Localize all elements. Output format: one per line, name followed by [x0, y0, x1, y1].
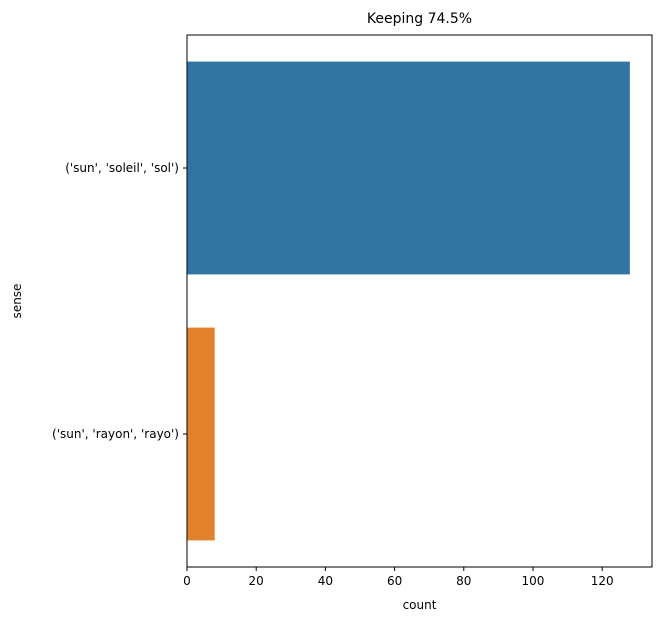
x-axis-label: count [403, 598, 437, 612]
x-tick-label: 20 [249, 574, 264, 588]
x-tick-label: 100 [522, 574, 545, 588]
axes-frame [186, 34, 653, 568]
y-axis-ticks: ('sun', 'soleil', 'sol') ('sun', 'rayon',… [52, 161, 187, 441]
x-tick-label: 40 [318, 574, 333, 588]
bar-0 [187, 61, 630, 275]
x-tick-label: 120 [591, 574, 614, 588]
y-axis-label: sense [10, 284, 24, 319]
chart-title: Keeping 74.5% [367, 11, 472, 27]
x-tick-label: 80 [456, 574, 471, 588]
bars-layer [187, 61, 630, 541]
y-tick-label: ('sun', 'soleil', 'sol') [65, 161, 179, 175]
x-tick-label: 0 [183, 574, 191, 588]
x-tick-label: 60 [387, 574, 402, 588]
x-axis-ticks: 0 20 40 60 80 100 120 [183, 567, 614, 588]
y-tick-label: ('sun', 'rayon', 'rayo') [52, 427, 179, 441]
bar-1 [187, 327, 215, 541]
